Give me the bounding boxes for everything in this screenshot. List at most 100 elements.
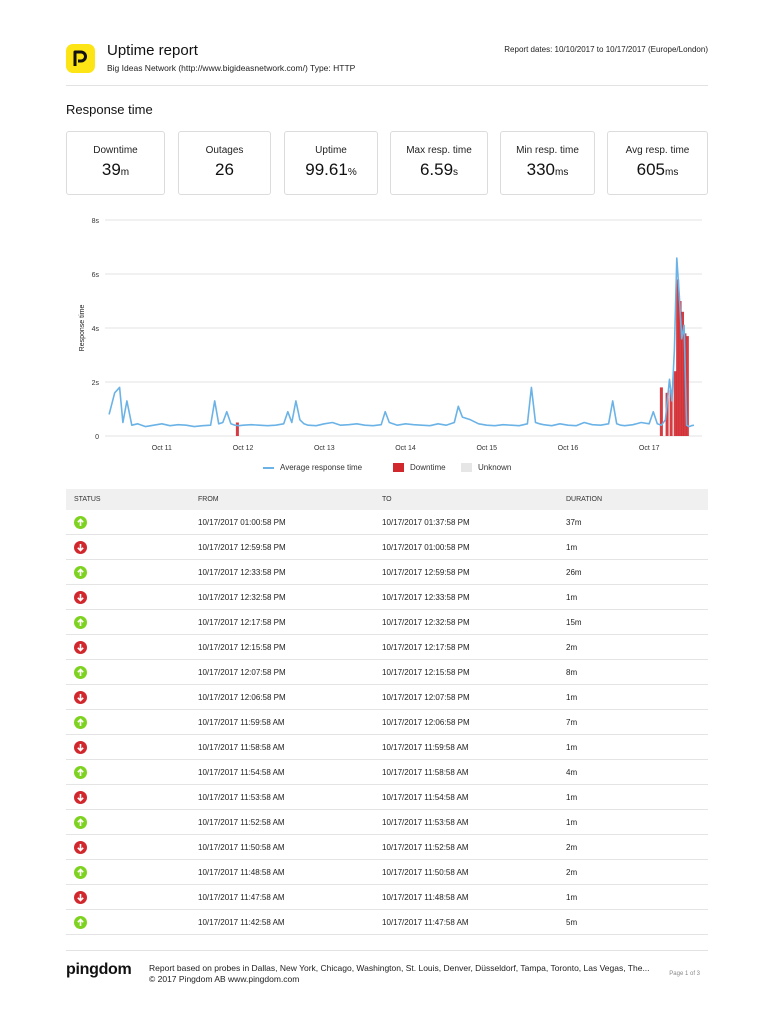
report-subtitle: Big Ideas Network (http://www.bigideasne… xyxy=(107,63,356,73)
table-row: 10/17/2017 12:17:58 PM 10/17/2017 12:32:5… xyxy=(66,609,708,635)
downtime-bar xyxy=(676,279,680,436)
y-tick-label: 6s xyxy=(92,272,100,279)
legend-label: Average response time xyxy=(280,463,363,472)
table-row: 10/17/2017 11:50:58 AM 10/17/2017 11:52:5… xyxy=(66,834,708,860)
stat-unit: s xyxy=(453,167,459,178)
stat-value: 39 xyxy=(101,160,121,179)
status-up-icon xyxy=(74,565,87,579)
stat-value: 26 xyxy=(215,160,234,179)
report-dates: Report dates: 10/10/2017 to 10/17/2017 (… xyxy=(504,45,708,54)
status-up-icon xyxy=(74,715,87,729)
stat-unit: ms xyxy=(665,167,679,178)
status-up-icon xyxy=(74,915,87,929)
cell-from: 10/17/2017 01:00:58 PM xyxy=(198,510,382,535)
status-down-icon xyxy=(74,840,87,854)
cell-from: 10/17/2017 11:58:58 AM xyxy=(198,734,382,760)
col-status: STATUS xyxy=(66,489,198,510)
stat-min-resp-time: Min resp. time 330ms xyxy=(500,131,595,195)
cell-to: 10/17/2017 01:37:58 PM xyxy=(382,510,566,535)
report-header: Uptime report Big Ideas Network (http://… xyxy=(66,40,708,86)
cell-duration: 7m xyxy=(566,709,708,735)
stat-avg-resp-time: Avg resp. time 605ms xyxy=(607,131,708,195)
section-title: Response time xyxy=(66,102,153,117)
stat-label: Outages xyxy=(205,145,244,156)
cell-to: 10/17/2017 12:17:58 PM xyxy=(382,634,566,660)
y-tick-label: 0 xyxy=(95,434,99,441)
y-axis-label: Response time xyxy=(79,305,86,352)
cell-to: 10/17/2017 12:59:58 PM xyxy=(382,559,566,585)
legend-item-downtime: Downtime xyxy=(393,463,446,473)
cell-from: 10/17/2017 11:42:58 AM xyxy=(198,909,382,935)
status-up-icon xyxy=(74,665,87,679)
cell-to: 10/17/2017 11:59:58 AM xyxy=(382,734,566,760)
stat-max-resp-time: Max resp. time 6.59s xyxy=(390,131,488,195)
cell-duration: 1m xyxy=(566,884,708,910)
cell-from: 10/17/2017 12:07:58 PM xyxy=(198,659,382,685)
cell-duration: 1m xyxy=(566,584,708,610)
cell-to: 10/17/2017 11:53:58 AM xyxy=(382,809,566,835)
avg-response-line xyxy=(108,257,695,428)
cell-to: 10/17/2017 11:48:58 AM xyxy=(382,884,566,910)
stat-uptime: Uptime 99.61% xyxy=(284,131,378,195)
stat-value: 99.61 xyxy=(305,160,348,179)
chart-svg: 0 2s 4s 6s 8s Oct 11 Oct 12 Oct 13 Oct 14 Oct 15 O… xyxy=(79,218,702,452)
stats-row: Downtime 39m Outages 26 Uptime 99.61% Ma… xyxy=(66,131,708,197)
cell-duration: 37m xyxy=(566,510,708,535)
table-row: 10/17/2017 11:52:58 AM 10/17/2017 11:53:5… xyxy=(66,809,708,835)
stat-label: Max resp. time xyxy=(406,145,472,156)
cell-from: 10/17/2017 11:59:58 AM xyxy=(198,709,382,735)
stat-label: Downtime xyxy=(93,145,138,156)
x-tick-label: Oct 12 xyxy=(233,445,254,452)
legend-swatch xyxy=(393,463,404,473)
col-duration: DURATION xyxy=(566,489,708,510)
status-down-icon xyxy=(74,690,87,704)
table-row: 10/17/2017 12:06:58 PM 10/17/2017 12:07:5… xyxy=(66,684,708,710)
table-row: 10/17/2017 01:00:58 PM 10/17/2017 01:37:5… xyxy=(66,510,708,535)
table-row: 10/17/2017 11:59:58 AM 10/17/2017 12:06:5… xyxy=(66,709,708,735)
cell-duration: 5m xyxy=(566,909,708,935)
y-tick-label: 8s xyxy=(92,218,100,225)
table-row: 10/17/2017 11:58:58 AM 10/17/2017 11:59:5… xyxy=(66,734,708,760)
legend-item-avg: Average response time xyxy=(263,463,362,472)
pingdom-wordmark: pingdom xyxy=(66,961,132,978)
cell-to: 10/17/2017 12:32:58 PM xyxy=(382,609,566,635)
cell-duration: 4m xyxy=(566,759,708,785)
table-row: 10/17/2017 12:33:58 PM 10/17/2017 12:59:5… xyxy=(66,559,708,585)
cell-from: 10/17/2017 11:54:58 AM xyxy=(198,759,382,785)
status-up-icon xyxy=(74,615,87,629)
col-to: TO xyxy=(382,489,566,510)
table-row: 10/17/2017 12:59:58 PM 10/17/2017 01:00:5… xyxy=(66,534,708,560)
cell-to: 10/17/2017 12:33:58 PM xyxy=(382,584,566,610)
cell-to: 10/17/2017 11:50:58 AM xyxy=(382,859,566,885)
downtime-bar xyxy=(235,422,239,436)
legend-swatch xyxy=(461,463,472,473)
cell-duration: 2m xyxy=(566,859,708,885)
stat-value: 330 xyxy=(526,160,556,179)
stat-label: Avg resp. time xyxy=(625,145,690,156)
downtime-bar xyxy=(659,387,663,436)
report-footer: pingdom Report based on probes in Dallas… xyxy=(66,950,708,1025)
x-tick-label: Oct 15 xyxy=(476,445,497,452)
stat-downtime: Downtime 39m xyxy=(66,131,165,195)
table-row: 10/17/2017 12:07:58 PM 10/17/2017 12:15:5… xyxy=(66,659,708,685)
stat-label: Min resp. time xyxy=(516,145,579,156)
cell-duration: 1m xyxy=(566,784,708,810)
cell-from: 10/17/2017 12:32:58 PM xyxy=(198,584,382,610)
cell-duration: 1m xyxy=(566,809,708,835)
cell-from: 10/17/2017 12:06:58 PM xyxy=(198,684,382,710)
cell-duration: 8m xyxy=(566,659,708,685)
x-tick-label: Oct 16 xyxy=(558,445,579,452)
table-row: 10/17/2017 11:54:58 AM 10/17/2017 11:58:5… xyxy=(66,759,708,785)
x-tick-label: Oct 11 xyxy=(152,445,172,452)
cell-from: 10/17/2017 12:15:58 PM xyxy=(198,634,382,660)
cell-to: 10/17/2017 12:07:58 PM xyxy=(382,684,566,710)
cell-duration: 1m xyxy=(566,684,708,710)
cell-to: 10/17/2017 12:06:58 PM xyxy=(382,709,566,735)
downtime-bar xyxy=(685,336,689,436)
report-title: Uptime report xyxy=(107,42,198,59)
cell-duration: 1m xyxy=(566,734,708,760)
status-down-icon xyxy=(74,790,87,804)
legend-item-unknown: Unknown xyxy=(461,463,511,473)
table-row: 10/17/2017 11:47:58 AM 10/17/2017 11:48:5… xyxy=(66,884,708,910)
outage-table: STATUS FROM TO DURATION 10/17/2017 01:00… xyxy=(66,489,708,935)
